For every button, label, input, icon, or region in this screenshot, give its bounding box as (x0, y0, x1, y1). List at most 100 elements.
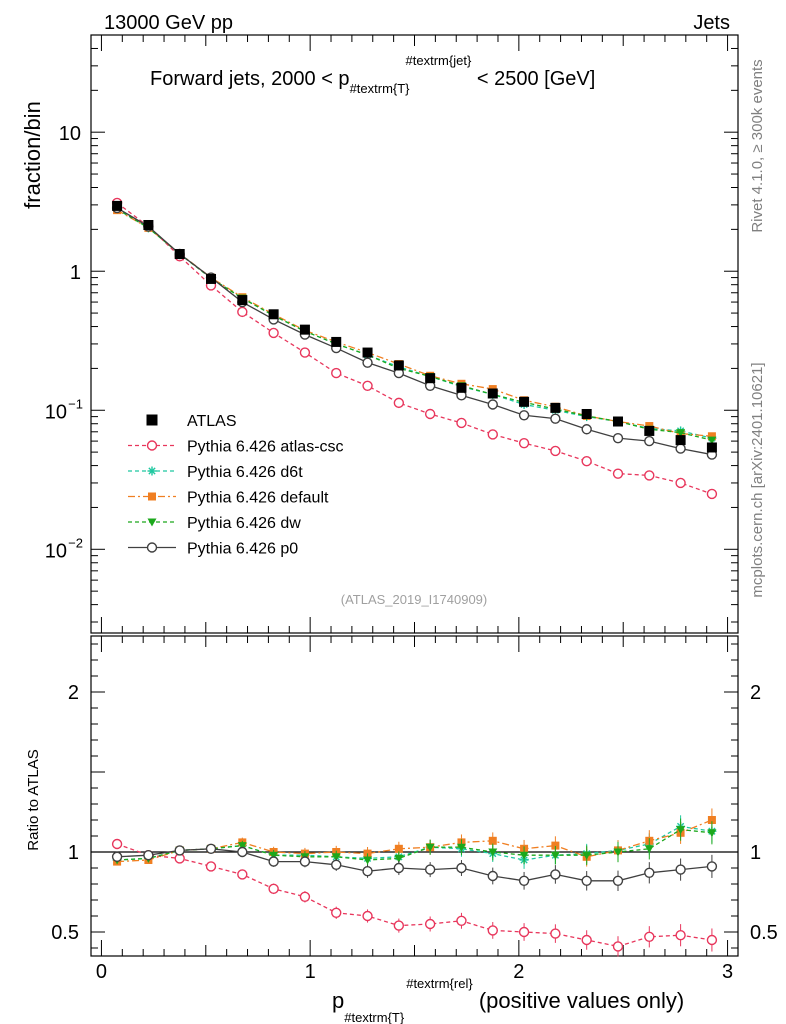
atlas-csc-marker (675, 477, 686, 489)
p0-marker (111, 851, 123, 862)
p0-marker (268, 856, 279, 867)
p0-marker (644, 867, 655, 878)
atlas-csc-marker (299, 891, 311, 902)
p0-marker (362, 357, 373, 368)
atlas-marker (581, 408, 592, 419)
p0-marker (550, 869, 561, 880)
ratio-atlas-csc-line (116, 843, 713, 948)
p0-marker (299, 856, 311, 867)
atlas-marker (456, 382, 467, 393)
dw-marker (269, 851, 279, 860)
atlas-marker (487, 388, 498, 399)
dw-marker (707, 829, 717, 838)
rivet-label: Rivet 4.1.0, ≥ 300k events (749, 59, 766, 232)
main-default-line (116, 209, 712, 437)
p0-marker (143, 850, 154, 861)
atlas-csc-marker (644, 931, 655, 942)
dw-marker (147, 518, 157, 527)
ratio-p0-line (117, 848, 712, 882)
ratio-dw-line (117, 828, 712, 861)
main-y-tick-label: 10 (45, 540, 67, 562)
atlas-marker (393, 360, 404, 371)
dw-marker (425, 843, 435, 852)
atlas-csc-marker (331, 907, 342, 918)
legend-item-p0: Pythia 6.426 p0 (128, 541, 298, 558)
atlas-csc-marker (518, 926, 530, 938)
main-atlas-csc-line (116, 202, 713, 495)
legend-item-default: Pythia 6.426 default (128, 490, 329, 507)
atlas-marker (612, 416, 623, 427)
atlas-marker (706, 442, 717, 453)
analysis-id: (ATLAS_2019_I1740909) (341, 592, 487, 607)
atlas-csc-marker (111, 838, 123, 850)
default-marker (488, 836, 497, 845)
p0-marker (581, 424, 592, 435)
p0-marker (205, 843, 217, 854)
main-dw-line (116, 208, 713, 441)
atlas-csc-marker (456, 417, 467, 429)
main-y-tick-exp: −2 (68, 535, 83, 550)
ratio-y-tick-label: 1 (68, 842, 79, 864)
ratio-y-tick-label: 2 (68, 682, 79, 704)
legend-item-atlas-csc: Pythia 6.426 atlas-csc (128, 439, 344, 456)
atlas-csc-marker (268, 327, 279, 339)
chart-marks (111, 197, 718, 957)
atlas-csc-marker (487, 925, 498, 936)
p0-marker (612, 432, 624, 444)
atlas-csc-marker (644, 470, 655, 481)
legend-label: Pythia 6.426 default (187, 490, 329, 507)
dw-marker (394, 854, 404, 863)
atlas-marker (519, 396, 530, 407)
main-ATLAS-series (112, 200, 717, 453)
main-title: Forward jets, 2000 < p#textrm{T}#textrm{… (150, 53, 595, 96)
p0-marker (550, 413, 561, 424)
x-tick-label: 2 (513, 961, 524, 983)
atlas-csc-marker (456, 915, 467, 926)
dw-marker (707, 436, 717, 445)
legend-label: Pythia 6.426 d6t (187, 464, 303, 481)
ratio-y-axis-label: Ratio to ATLAS (25, 749, 42, 850)
atlas-csc-marker (393, 397, 405, 409)
ratio-y-tick-label-right: 2 (750, 682, 761, 704)
x-tick-label: 0 (96, 961, 107, 983)
p0-marker (518, 410, 530, 421)
atlas-csc-marker (518, 437, 530, 449)
p0-marker (487, 399, 498, 410)
p0-marker (146, 542, 158, 553)
dw-marker (644, 845, 654, 854)
dw-marker (676, 429, 686, 438)
main-default-series (113, 206, 716, 441)
atlas-csc-marker (393, 920, 405, 931)
main-y-tick-exp: −1 (68, 396, 83, 411)
dw-marker (550, 851, 560, 860)
atlas-csc-marker (706, 934, 718, 946)
atlas-csc-marker (424, 918, 436, 930)
legend-label: Pythia 6.426 atlas-csc (187, 439, 344, 456)
ratio-default-line (117, 819, 713, 863)
atlas-marker (143, 219, 154, 230)
atlas-csc-marker (612, 468, 624, 479)
atlas-marker (550, 402, 561, 413)
main-y-tick-label: 10 (59, 123, 81, 145)
dw-marker (582, 851, 592, 860)
legend-item-dw: Pythia 6.426 dw (128, 515, 301, 532)
atlas-csc-marker (612, 941, 624, 952)
ratio-p0-series (111, 843, 718, 891)
p0-marker (644, 435, 655, 447)
ratio-y-tick-label-right: 1 (750, 842, 761, 864)
dw-marker (237, 842, 247, 851)
x-tick-label: 3 (722, 961, 733, 983)
legend-item-d6t: Pythia 6.426 d6t (128, 464, 303, 481)
default-marker (707, 432, 716, 441)
atlas-marker (362, 347, 373, 358)
atlas-csc-marker (550, 445, 561, 457)
main-d6t-line (116, 208, 713, 439)
main-y-tick-label: 1 (70, 262, 81, 284)
ratio-atlas-csc-series (111, 838, 718, 957)
main-y-tick-label: 10 (45, 401, 67, 423)
p0-marker (237, 846, 248, 858)
p0-marker (518, 875, 530, 886)
legend-label: ATLAS (187, 413, 237, 430)
p0-marker (424, 864, 436, 875)
